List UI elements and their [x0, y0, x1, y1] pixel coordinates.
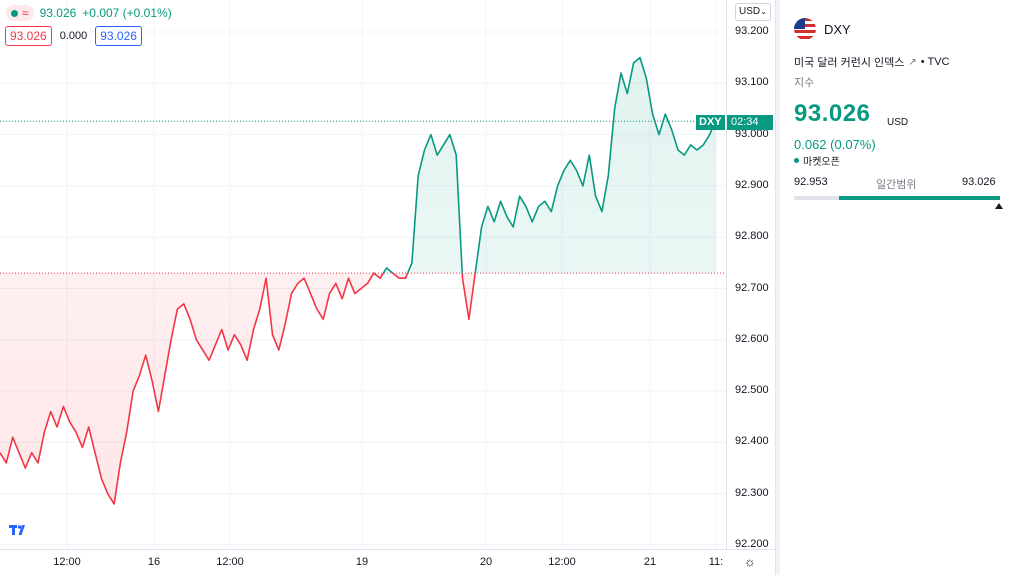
price-line-up	[372, 56, 717, 274]
last-price-marker: 02:34	[727, 115, 773, 130]
legend-row: ≈ 93.026 +0.007 (+0.01%)	[6, 4, 172, 22]
time-tick-label: 12:00	[53, 556, 81, 568]
symbol-source: • TVC	[920, 56, 950, 68]
chevron-down-icon: ⌄	[760, 7, 767, 16]
symbol-description: 미국 달러 커런시 인덱스 ↗ • TVC	[794, 54, 949, 70]
price-change: 0.062 (0.07%)	[794, 137, 876, 152]
market-status: 마켓오픈	[794, 153, 840, 168]
area-below-baseline	[0, 273, 716, 504]
day-range-fill	[839, 196, 1000, 200]
ohlc-boxes: 93.026 0.000 93.026	[5, 26, 142, 46]
time-tick-label: 19	[355, 556, 369, 568]
price-tick-label: 92.200	[735, 538, 769, 550]
time-tick-label: 21	[643, 556, 657, 568]
price-axis[interactable]: USD ⌄ 93.200 93.100 93.000 92.900 92.800 92.7…	[726, 0, 774, 550]
time-tick-label: 12:00	[548, 556, 576, 568]
price-tick-label: 92.500	[735, 384, 769, 397]
price-tick-label: 92.700	[735, 281, 769, 294]
price-tick-label: 92.600	[735, 332, 769, 345]
time-axis[interactable]: 12:00 16 12:00 19 20 12:00 21 11: ☼	[0, 549, 775, 575]
sell-price-box[interactable]: 93.026	[5, 26, 52, 46]
day-range-high: 93.026	[962, 176, 996, 188]
price-line-down	[0, 273, 477, 505]
currency-label: USD	[739, 6, 761, 17]
symbol-name[interactable]: DXY	[824, 21, 851, 37]
chart-pane[interactable]: ≈ 93.026 +0.007 (+0.01%) 93.026 0.000 93…	[0, 0, 726, 549]
price-tick-label: 93.100	[735, 76, 769, 89]
symbol-description-text[interactable]: 미국 달러 커런시 인덱스	[794, 57, 905, 69]
market-open-dot-icon	[11, 9, 18, 17]
price-tick-label: 92.300	[735, 486, 769, 499]
market-status-pill[interactable]: ≈	[6, 5, 34, 21]
spread-value: 0.000	[59, 30, 88, 42]
price-chart[interactable]	[0, 0, 726, 549]
price-tick-label: 92.400	[735, 435, 769, 448]
price-tick-label: 93.000	[735, 127, 769, 140]
external-link-icon[interactable]: ↗	[908, 56, 917, 68]
chart-settings-gear-icon[interactable]: ☼	[744, 554, 756, 569]
panel-divider[interactable]	[775, 0, 780, 575]
symbol-type: 지수	[794, 77, 815, 89]
time-tick-label: 11:	[708, 556, 724, 568]
symbol-header[interactable]: DXY	[794, 18, 851, 40]
status-dot-icon	[794, 158, 799, 163]
day-range-bar	[794, 196, 1000, 200]
buy-price-box[interactable]: 93.026	[95, 26, 142, 46]
time-tick-label: 16	[147, 556, 161, 568]
price-tick-label: 93.200	[735, 25, 769, 37]
time-tick-label: 12:00	[216, 556, 244, 568]
price-currency: USD	[887, 117, 909, 128]
symbol-price-tag: DXY	[696, 115, 725, 130]
time-tick-label: 20	[479, 556, 493, 568]
price-tick-label: 92.800	[735, 230, 769, 243]
market-status-text: 마켓오픈	[803, 157, 840, 168]
legend-price: 93.026	[39, 6, 77, 20]
day-range-low: 92.953	[794, 176, 828, 188]
currency-button[interactable]: USD ⌄	[735, 3, 771, 21]
day-range-label: 일간범위	[876, 179, 917, 191]
chart-line	[0, 56, 717, 505]
price-tick-label: 92.900	[735, 178, 769, 191]
last-price: 93.026	[794, 100, 871, 127]
symbol-details-panel: DXY 미국 달러 커런시 인덱스 ↗ • TVC 지수 93.026 USD …	[780, 0, 1010, 575]
tilde-icon: ≈	[22, 6, 29, 20]
tradingview-logo-icon[interactable]	[6, 518, 32, 542]
range-pointer-icon	[995, 203, 1003, 209]
legend-change: +0.007 (+0.01%)	[82, 6, 172, 20]
us-flag-icon	[794, 18, 816, 40]
chart-area	[0, 57, 716, 504]
marker-time: 02:34	[731, 116, 759, 128]
